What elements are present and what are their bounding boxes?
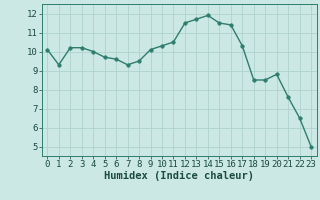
X-axis label: Humidex (Indice chaleur): Humidex (Indice chaleur) [104,171,254,181]
